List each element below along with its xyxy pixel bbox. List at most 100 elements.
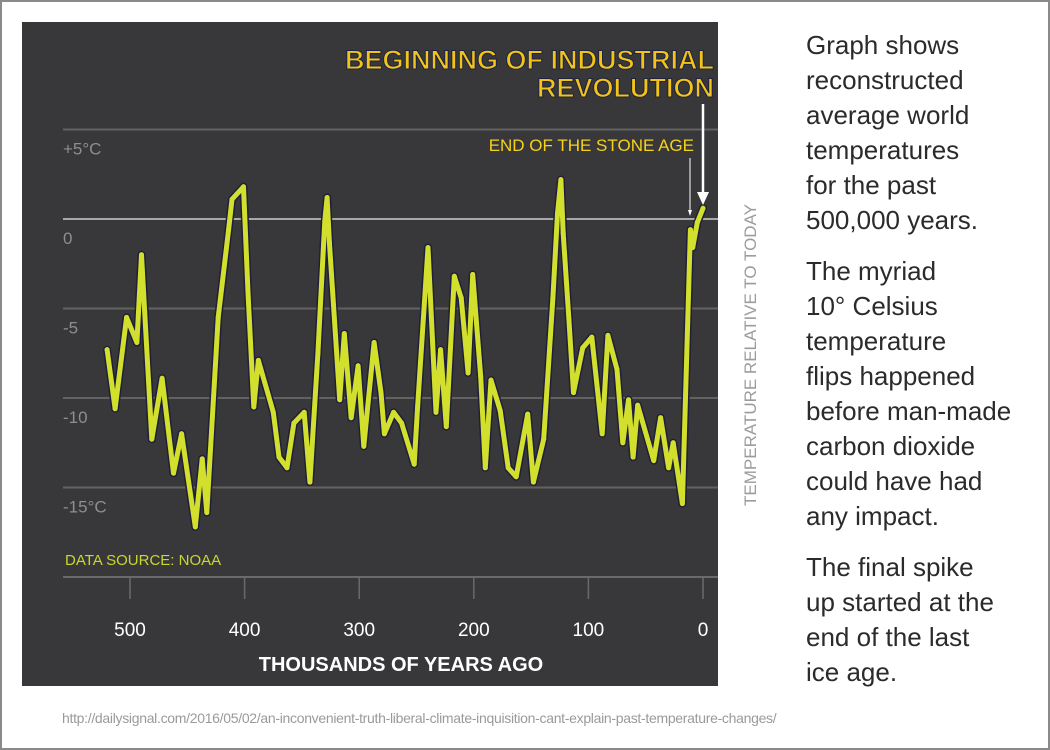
data-point	[630, 454, 636, 460]
data-point	[341, 331, 347, 337]
data-point	[541, 436, 547, 442]
stone-age-arrowhead	[688, 210, 692, 216]
data-point	[666, 465, 672, 471]
data-point	[438, 347, 444, 353]
data-point	[550, 295, 556, 301]
data-point	[284, 465, 290, 471]
data-point	[614, 366, 620, 372]
data-point	[451, 273, 457, 279]
data-point	[104, 347, 110, 353]
y-tick-label: -10	[63, 408, 88, 427]
data-point	[240, 184, 246, 190]
data-point	[599, 431, 605, 437]
data-point	[443, 424, 449, 430]
y-tick-label: -5	[63, 319, 78, 338]
data-point	[399, 420, 405, 426]
data-point	[226, 227, 232, 233]
data-point	[324, 195, 330, 201]
data-point	[348, 415, 354, 421]
data-point	[679, 501, 685, 507]
data-point	[589, 334, 595, 340]
y-tick-label: +5°C	[63, 140, 101, 159]
data-point	[229, 196, 235, 202]
data-point	[378, 390, 384, 396]
data-point	[525, 411, 531, 417]
x-axis-title: THOUSANDS OF YEARS AGO	[259, 654, 543, 676]
y-tick-label: -15°C	[63, 498, 107, 517]
data-source-label: DATA SOURCE: NOAA	[65, 552, 221, 569]
data-point	[411, 461, 417, 467]
data-point	[635, 402, 641, 408]
data-point	[326, 239, 332, 245]
data-point	[482, 465, 488, 471]
data-point	[251, 404, 257, 410]
data-point	[513, 474, 519, 480]
y-tick-label: 0	[63, 229, 72, 248]
commentary-paragraph-3: The final spike up started at the end of…	[806, 552, 994, 687]
data-point	[371, 340, 377, 346]
data-point	[391, 409, 397, 415]
data-point	[138, 252, 144, 258]
data-point	[566, 316, 572, 322]
x-tick-label: 400	[229, 620, 261, 641]
data-point	[530, 479, 536, 485]
industrial-revolution-label-line2: REVOLUTION	[537, 73, 714, 103]
commentary-paragraph-2: The myriad 10° Celsius temperature flips…	[806, 256, 1012, 531]
data-point	[322, 218, 328, 224]
data-point	[558, 177, 564, 183]
data-point	[124, 314, 130, 320]
data-point	[620, 440, 626, 446]
data-point	[433, 409, 439, 415]
data-point	[470, 271, 476, 277]
data-point	[315, 350, 321, 356]
data-point	[670, 440, 676, 446]
data-point	[192, 524, 198, 530]
data-point	[255, 357, 261, 363]
source-url[interactable]: http://dailysignal.com/2016/05/02/an-inc…	[62, 710, 777, 726]
industrial-revolution-label-line1: BEGINNING OF INDUSTRIAL	[345, 45, 714, 75]
data-point	[149, 436, 155, 442]
x-tick-label: 200	[458, 620, 490, 641]
stone-age-label: END OF THE STONE AGE	[489, 136, 694, 155]
x-tick-label: 100	[573, 620, 605, 641]
data-point	[276, 454, 282, 460]
data-point	[171, 470, 177, 476]
data-point	[690, 245, 696, 251]
data-point	[301, 409, 307, 415]
data-point	[112, 406, 118, 412]
data-point	[215, 314, 221, 320]
data-point	[307, 479, 313, 485]
data-point	[658, 415, 664, 421]
data-point	[355, 363, 361, 369]
data-point	[571, 390, 577, 396]
y-axis-title: TEMPERATURE RELATIVE TO TODAY	[741, 204, 760, 506]
data-point	[245, 289, 251, 295]
x-tick-label: 0	[698, 620, 709, 641]
data-point	[159, 375, 165, 381]
data-point	[204, 510, 210, 516]
data-point	[560, 230, 566, 236]
data-point	[478, 374, 484, 380]
data-point	[497, 408, 503, 414]
data-point	[605, 332, 611, 338]
data-point	[291, 420, 297, 426]
commentary-paragraph-1: Graph shows reconstructed average world …	[806, 30, 979, 235]
x-tick-label: 300	[343, 620, 375, 641]
data-point	[626, 397, 632, 403]
data-point	[270, 409, 276, 415]
data-point	[694, 220, 700, 226]
data-point	[554, 211, 560, 217]
data-point	[381, 431, 387, 437]
data-point	[361, 443, 367, 449]
data-point	[580, 345, 586, 351]
data-point	[199, 456, 205, 462]
data-point	[134, 340, 140, 346]
data-point	[425, 245, 431, 251]
data-point	[415, 404, 421, 410]
x-tick-label: 500	[114, 620, 146, 641]
data-point	[700, 205, 706, 211]
data-point	[337, 397, 343, 403]
data-point	[505, 465, 511, 471]
data-point	[651, 458, 657, 464]
